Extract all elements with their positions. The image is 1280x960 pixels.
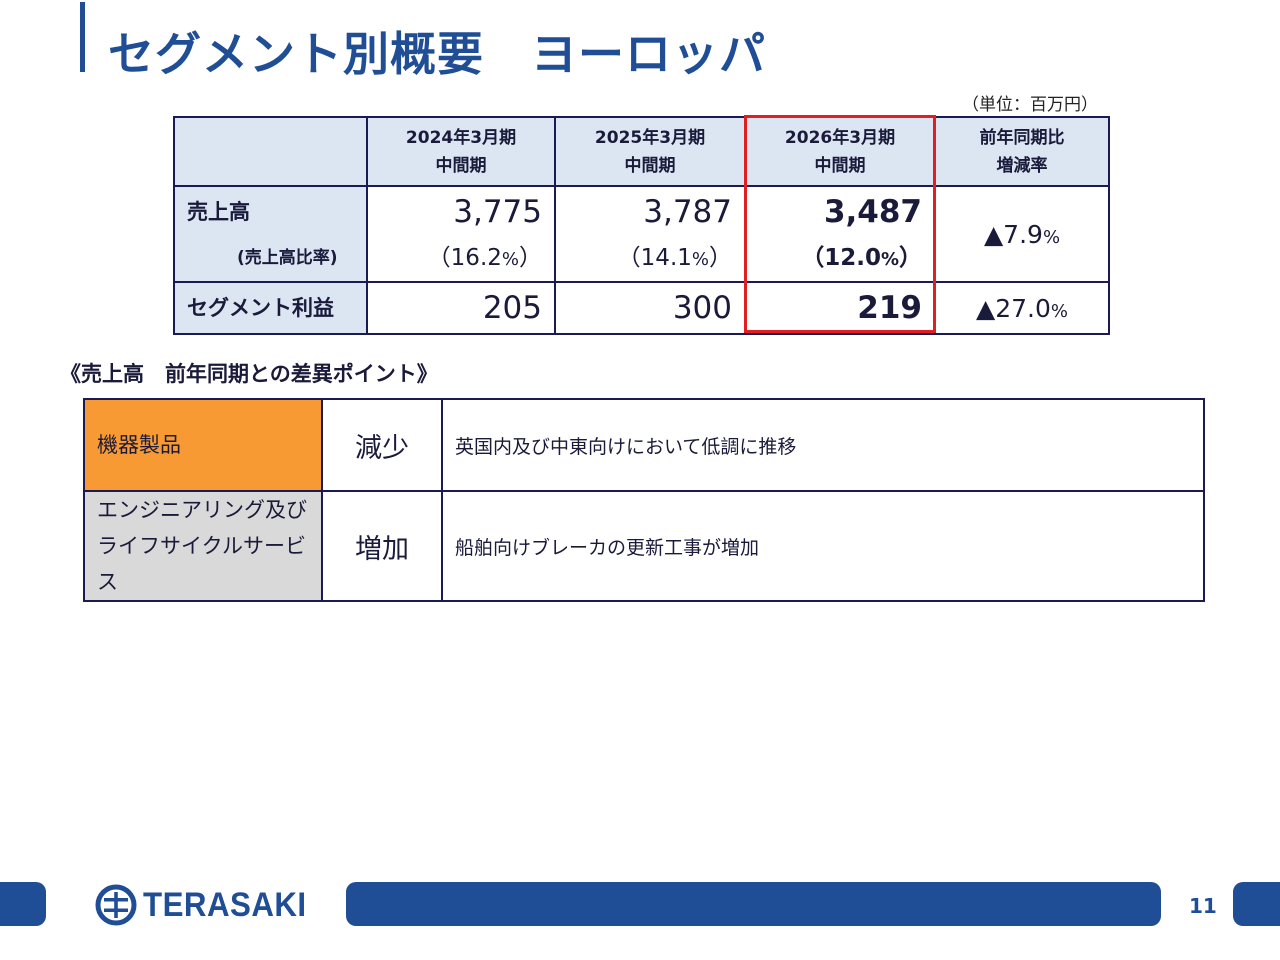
header-fy2024-line2: 中間期 [435,155,487,176]
header-cell-fy2024: 2024年3月期 中間期 [366,116,556,187]
header-cell-fy2026: 2026年3月期 中間期 [744,116,936,187]
category-equipment: 機器製品 [83,398,323,492]
header-cell-change: 前年同期比 増減率 [934,116,1110,187]
sales-ratio-fy2025: （14.1%） [617,245,732,271]
direction-increase: 増加 [321,490,443,602]
segment-summary-table: 2024年3月期 中間期 2025年3月期 中間期 2026年3月期 中間期 前… [173,116,1110,335]
header-change-line2: 増減率 [996,155,1048,176]
sales-ratio-fy2024: （16.2%） [427,245,542,271]
header-cell-fy2025: 2025年3月期 中間期 [554,116,746,187]
points-section-title: 《売上高 前年同期との差異ポイント》 [60,362,438,386]
title-accent-bar [80,2,85,72]
profit-value-fy2025: 300 [672,290,732,326]
profit-label: セグメント利益 [187,296,334,320]
unit-note: （単位：百万円） [962,95,1098,115]
footer-bar-right [1233,882,1280,926]
sales-value-fy2024: 3,775 [453,194,542,230]
sales-ratio-fy2026: （12.0%） [801,245,922,271]
footer-bar-left [0,882,46,926]
profit-value-fy2026: 219 [857,290,922,326]
profit-label-cell: セグメント利益 [173,281,368,335]
page-number: 11 [1189,894,1217,918]
terasaki-logo-icon [95,884,137,926]
sales-cell-fy2024: 3,775 （16.2%） [366,185,556,283]
sales-cell-fy2026: 3,487 （12.0%） [744,185,936,283]
header-fy2024-line1: 2024年3月期 [405,127,517,148]
category-engineering-lifecycle: エンジニアリング及び ライフサイクルサービス [83,490,323,602]
profit-change-cell: ▲27.0% [934,281,1110,335]
header-cell-empty [173,116,368,187]
profit-cell-fy2024: 205 [366,281,556,335]
header-fy2025-line2: 中間期 [624,155,676,176]
difference-points-table: 機器製品 減少 英国内及び中東向けにおいて低調に推移 エンジニアリング及び ライ… [83,398,1205,602]
terasaki-logo: TERASAKI [95,884,321,926]
header-fy2026-line1: 2026年3月期 [784,127,896,148]
header-change-line1: 前年同期比 [979,127,1065,148]
description-equipment: 英国内及び中東向けにおいて低調に推移 [441,398,1205,492]
points-row: エンジニアリング及び ライフサイクルサービス 増加 船舶向けブレーカの更新工事が… [83,490,1205,602]
sales-value-fy2026: 3,487 [823,194,922,230]
table-row-sales: 売上高 (売上高比率) 3,775 （16.2%） 3,787 （14.1%） … [173,185,1110,283]
header-fy2026-line2: 中間期 [814,155,866,176]
profit-cell-fy2026: 219 [744,281,936,335]
sales-label: 売上高 [187,200,250,224]
direction-decrease: 減少 [321,398,443,492]
points-row: 機器製品 減少 英国内及び中東向けにおいて低調に推移 [83,398,1205,492]
category-line2: ライフサイクルサービス [97,534,306,594]
sales-ratio-label: (売上高比率) [237,248,338,268]
sales-change-cell: ▲7.9% [934,185,1110,283]
category-line1: エンジニアリング及び [97,498,307,522]
description-engineering-lifecycle: 船舶向けブレーカの更新工事が増加 [441,490,1205,602]
footer-bar-middle [346,882,1161,926]
header-fy2025-line1: 2025年3月期 [594,127,706,148]
profit-cell-fy2025: 300 [554,281,746,335]
slide-title: セグメント別概要 ヨーロッパ [108,27,766,81]
table-row-segment-profit: セグメント利益 205 300 219 ▲27.0% [173,281,1110,335]
sales-change: ▲7.9% [983,219,1061,249]
sales-cell-fy2025: 3,787 （14.1%） [554,185,746,283]
logo-text: TERASAKI [143,885,307,924]
sales-value-fy2025: 3,787 [643,194,732,230]
profit-value-fy2024: 205 [482,290,542,326]
profit-change: ▲27.0% [976,293,1068,323]
table-header-row: 2024年3月期 中間期 2025年3月期 中間期 2026年3月期 中間期 前… [173,116,1110,187]
sales-label-cell: 売上高 (売上高比率) [173,185,368,283]
